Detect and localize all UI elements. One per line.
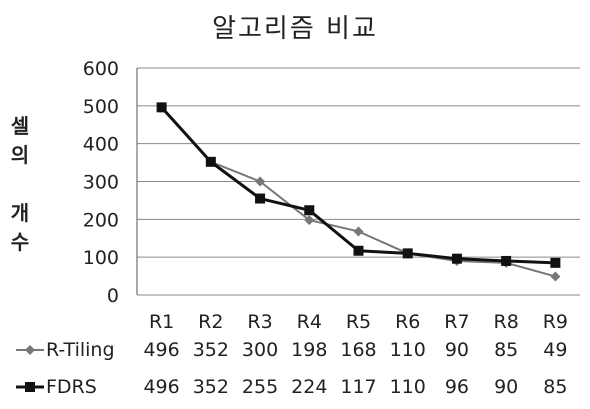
x-tick-label: R3 xyxy=(247,311,272,333)
legend-key-marker xyxy=(25,382,35,392)
table-cell: 110 xyxy=(390,376,426,398)
series-line-fdrs xyxy=(160,106,556,265)
x-tick-label: R5 xyxy=(346,311,371,333)
table-cell: 85 xyxy=(543,376,567,398)
y-tick-label: 100 xyxy=(83,247,119,269)
chart-title: 알고리즘 비교 xyxy=(212,14,378,44)
table-cell: 496 xyxy=(143,376,179,398)
table-cell: 352 xyxy=(193,339,229,361)
table-cell: 110 xyxy=(390,339,426,361)
table-cell: 90 xyxy=(445,339,469,361)
x-tick-label: R1 xyxy=(149,311,174,333)
data-point-square xyxy=(501,255,512,266)
data-point-square xyxy=(402,248,413,259)
table-cell: 96 xyxy=(445,376,469,398)
data-point-diamond xyxy=(255,176,266,187)
data-point-square xyxy=(156,102,167,113)
x-tick-label: R4 xyxy=(297,311,322,333)
y-tick-label: 300 xyxy=(83,172,119,194)
legend-series-name: FDRS xyxy=(46,376,97,398)
table-cell: 255 xyxy=(242,376,278,398)
x-tick-label: R2 xyxy=(198,311,223,333)
x-tick-label: R8 xyxy=(494,311,519,333)
y-axis-label: 셀 의 개 수 xyxy=(10,114,30,254)
data-point-diamond xyxy=(353,226,364,237)
data-point-diamond xyxy=(550,271,561,282)
data-point-square xyxy=(205,156,216,167)
y-tick-label: 200 xyxy=(83,209,119,231)
table-cell: 224 xyxy=(291,376,327,398)
data-point-square xyxy=(550,257,561,268)
table-cell: 352 xyxy=(193,376,229,398)
table-cell: 90 xyxy=(494,376,518,398)
legend-key-marker xyxy=(25,345,35,355)
data-point-square xyxy=(451,253,462,264)
y-tick-label: 600 xyxy=(83,58,119,80)
table-cell: 49 xyxy=(543,339,567,361)
table-cell: 117 xyxy=(340,376,376,398)
table-cell: 300 xyxy=(242,339,278,361)
x-tick-label: R6 xyxy=(395,311,420,333)
y-tick-label: 500 xyxy=(83,96,119,118)
data-point-diamond xyxy=(304,215,315,226)
y-tick-label: 0 xyxy=(107,285,119,307)
y-tick-label: 400 xyxy=(83,134,119,156)
data-point-square xyxy=(353,245,364,256)
legend-series-name: R-Tiling xyxy=(46,339,115,361)
table-cell: 168 xyxy=(340,339,376,361)
table-cell: 198 xyxy=(291,339,327,361)
x-tick-label: R7 xyxy=(444,311,469,333)
table-cell: 496 xyxy=(143,339,179,361)
data-point-square xyxy=(255,193,266,204)
x-tick-label: R9 xyxy=(543,311,568,333)
table-cell: 85 xyxy=(494,339,518,361)
data-point-square xyxy=(304,205,315,216)
